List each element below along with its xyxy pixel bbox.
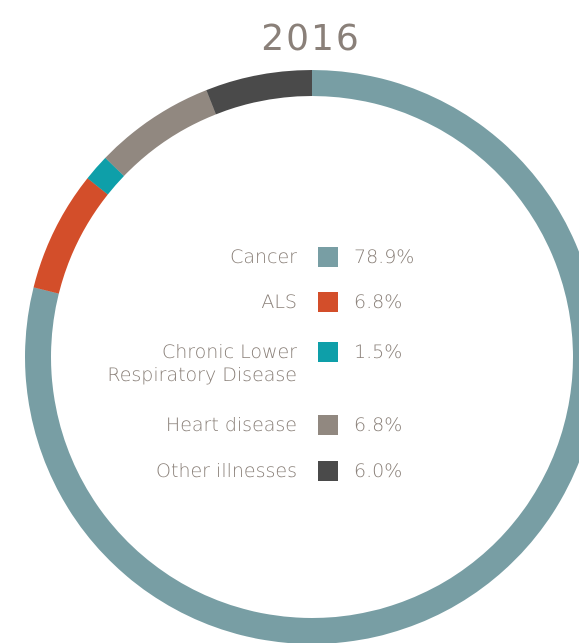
legend-swatch xyxy=(318,461,338,481)
donut-segment xyxy=(87,157,124,195)
value-label: 6.8% xyxy=(354,291,403,313)
legend-swatch xyxy=(318,415,338,435)
donut-segment xyxy=(206,70,312,115)
value-label: 6.0% xyxy=(354,460,403,482)
legend-label: ALS xyxy=(261,291,297,313)
legend-label: Chronic Lower Respiratory Disease xyxy=(107,341,297,386)
value-label: 78.9% xyxy=(354,246,415,268)
legend-item: Cancer 78.9% xyxy=(7,246,414,269)
legend-item: Chronic Lower Respiratory Disease 1.5% xyxy=(7,341,402,387)
donut-segment xyxy=(33,178,108,294)
legend-label: Other illnesses xyxy=(156,460,297,482)
value-label: 6.8% xyxy=(354,414,403,436)
legend-swatch xyxy=(318,342,338,362)
chart-title: 2016 xyxy=(261,18,361,59)
value-label: 1.5% xyxy=(354,341,403,363)
legend-swatch xyxy=(318,292,338,312)
legend-label: Cancer xyxy=(230,246,297,268)
legend-item: Heart disease 6.8% xyxy=(7,414,402,437)
legend-swatch xyxy=(318,247,338,267)
legend-item: Other illnesses 6.0% xyxy=(7,460,402,483)
legend-label: Heart disease xyxy=(165,414,297,436)
legend-item: ALS 6.8% xyxy=(7,291,402,314)
donut-segment xyxy=(105,90,216,176)
